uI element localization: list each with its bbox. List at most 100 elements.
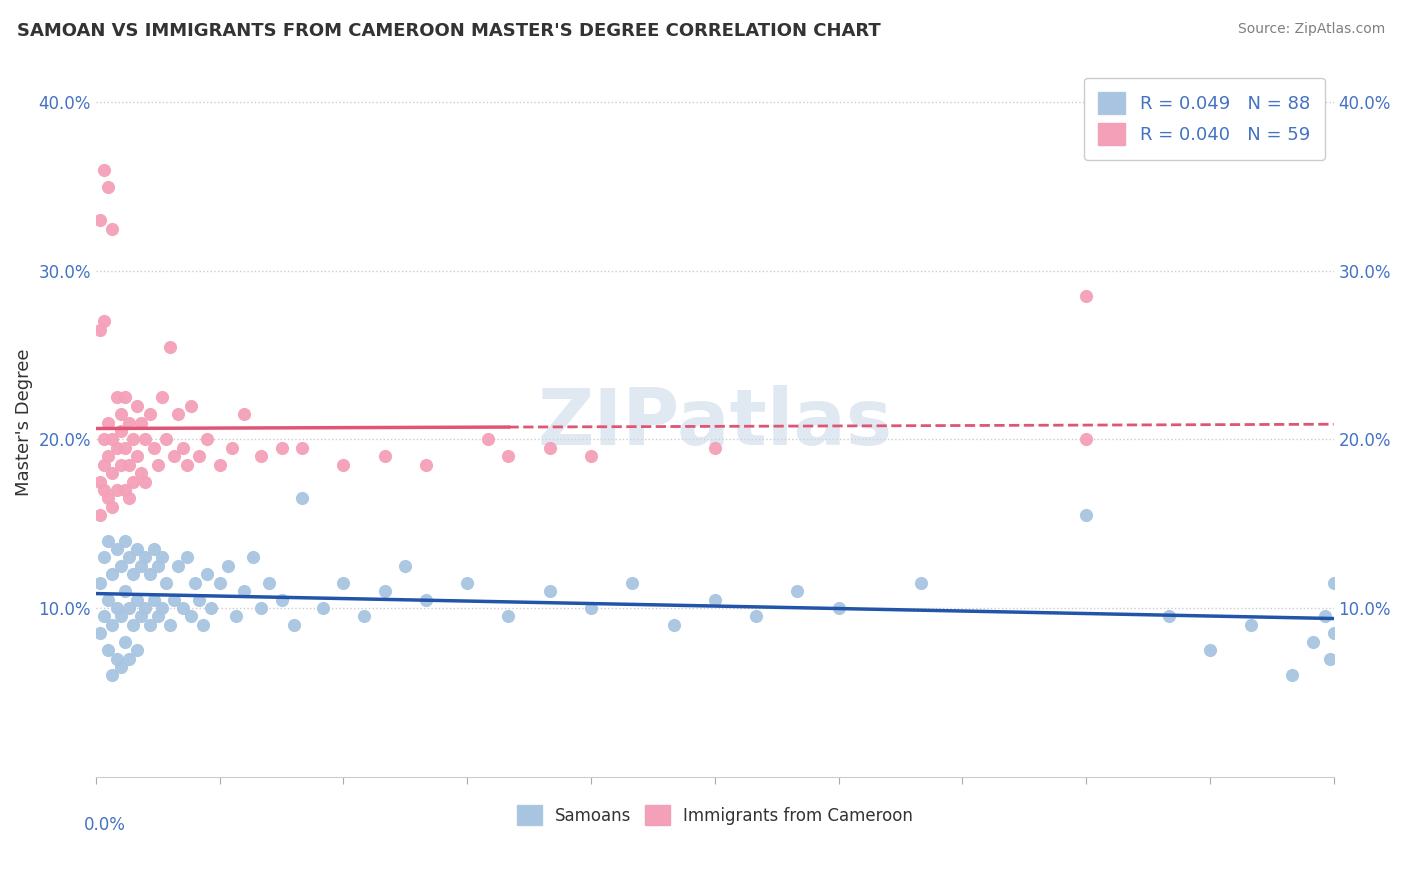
Point <box>142 592 165 607</box>
Point <box>122 567 145 582</box>
Point <box>167 407 190 421</box>
Point <box>89 575 111 590</box>
Point <box>193 618 215 632</box>
Point <box>217 558 239 573</box>
Y-axis label: Master's Degree: Master's Degree <box>15 349 32 496</box>
Point <box>1281 668 1303 682</box>
Point <box>163 592 186 607</box>
Point <box>176 458 198 472</box>
Point <box>129 609 152 624</box>
Point <box>180 609 202 624</box>
Point <box>101 433 124 447</box>
Point <box>195 567 218 582</box>
Point <box>257 575 280 590</box>
Point <box>498 609 520 624</box>
Point <box>200 601 222 615</box>
Point <box>1199 643 1222 657</box>
Point <box>146 558 169 573</box>
Point <box>703 441 725 455</box>
Point <box>118 601 141 615</box>
Point <box>456 575 478 590</box>
Point <box>114 483 136 497</box>
Point <box>538 441 561 455</box>
Point <box>176 550 198 565</box>
Point <box>101 668 124 682</box>
Point <box>101 618 124 632</box>
Point <box>374 584 396 599</box>
Point <box>118 416 141 430</box>
Point <box>163 450 186 464</box>
Point <box>184 575 207 590</box>
Point <box>827 601 849 615</box>
Point <box>89 508 111 523</box>
Point <box>97 179 120 194</box>
Text: SAMOAN VS IMMIGRANTS FROM CAMEROON MASTER'S DEGREE CORRELATION CHART: SAMOAN VS IMMIGRANTS FROM CAMEROON MASTE… <box>17 22 880 40</box>
Point <box>122 475 145 489</box>
Point <box>332 575 354 590</box>
Point <box>105 541 128 556</box>
Point <box>250 450 273 464</box>
Point <box>291 441 314 455</box>
Point <box>101 221 124 235</box>
Point <box>105 651 128 665</box>
Point <box>167 558 190 573</box>
Point <box>415 458 437 472</box>
Point <box>93 609 115 624</box>
Point <box>110 660 132 674</box>
Point <box>101 567 124 582</box>
Point <box>105 441 128 455</box>
Point <box>129 558 152 573</box>
Point <box>97 491 120 506</box>
Point <box>134 433 156 447</box>
Point <box>538 584 561 599</box>
Point <box>97 533 120 548</box>
Point <box>786 584 808 599</box>
Point <box>1157 609 1180 624</box>
Point <box>662 618 685 632</box>
Point <box>89 475 111 489</box>
Point <box>1074 289 1097 303</box>
Point <box>233 407 256 421</box>
Point <box>250 601 273 615</box>
Point <box>122 618 145 632</box>
Point <box>127 399 149 413</box>
Point <box>114 441 136 455</box>
Point <box>118 550 141 565</box>
Point <box>105 483 128 497</box>
Point <box>270 592 292 607</box>
Point <box>110 609 132 624</box>
Point <box>101 500 124 514</box>
Point <box>142 541 165 556</box>
Point <box>129 416 152 430</box>
Point <box>89 626 111 640</box>
Point <box>150 390 173 404</box>
Point <box>208 575 231 590</box>
Point <box>127 541 149 556</box>
Point <box>1323 626 1346 640</box>
Point <box>97 592 120 607</box>
Point <box>89 323 111 337</box>
Point <box>291 491 314 506</box>
Point <box>110 558 132 573</box>
Point <box>332 458 354 472</box>
Point <box>312 601 335 615</box>
Point <box>138 618 160 632</box>
Point <box>93 433 115 447</box>
Point <box>146 458 169 472</box>
Point <box>1315 609 1337 624</box>
Point <box>195 433 218 447</box>
Point <box>1240 618 1263 632</box>
Point <box>110 407 132 421</box>
Point <box>283 618 305 632</box>
Point <box>114 634 136 648</box>
Point <box>910 575 932 590</box>
Point <box>134 475 156 489</box>
Point <box>242 550 264 565</box>
Point <box>118 491 141 506</box>
Point <box>579 601 602 615</box>
Point <box>579 450 602 464</box>
Point <box>1074 433 1097 447</box>
Point <box>394 558 416 573</box>
Point <box>122 433 145 447</box>
Point <box>93 550 115 565</box>
